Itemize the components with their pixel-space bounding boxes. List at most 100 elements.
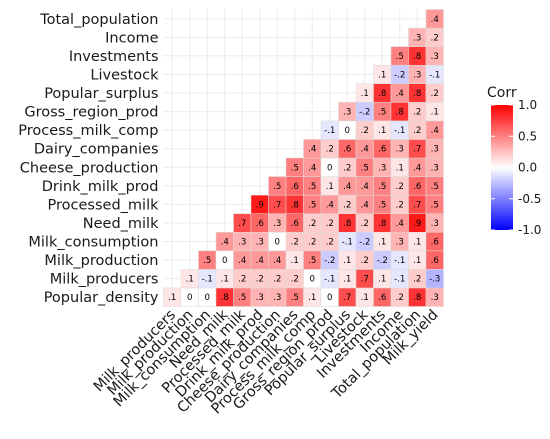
- cell-value-label: .3: [273, 219, 281, 229]
- cell-value-label: .3: [431, 293, 439, 303]
- cell-value-label: -.1: [394, 275, 405, 285]
- legend-colorbar: [491, 105, 513, 230]
- legend-ticks: 1.0 0.5 0.0 -0.5 -1.0: [491, 98, 541, 237]
- color-legend: Corr 1.0 0.5 0.0 -0.5 -1.0: [487, 85, 541, 237]
- cell-value-label: .4: [431, 15, 439, 25]
- legend-tick-label: -1.0: [518, 223, 541, 237]
- cell-value-label: .4: [396, 89, 404, 99]
- cell-value-label: .6: [431, 256, 439, 266]
- cell-value-label: .1: [378, 275, 386, 285]
- cell-value-label: .1: [343, 256, 351, 266]
- heatmap-cell-values: .1 0 0 .8 .5 .3 .3 .5 .1 0 .7 .1 .6 .2 .8 .3 .1 -.1 .1 .2 .2…: [168, 15, 440, 303]
- cell-value-label: .2: [431, 33, 439, 43]
- legend-tick-label: -0.5: [518, 192, 541, 206]
- cell-value-label: -.2: [359, 238, 370, 248]
- cell-value-label: .3: [431, 219, 439, 229]
- legend-tick-label: 0.0: [518, 161, 537, 175]
- cell-value-label: .1: [168, 293, 176, 303]
- cell-value-label: .6: [343, 145, 351, 155]
- y-tick-label: Investments: [69, 49, 159, 65]
- cell-value-label: .3: [343, 108, 351, 118]
- cell-value-label: .3: [238, 238, 246, 248]
- cell-value-label: .3: [256, 293, 264, 303]
- legend-tick-label: 0.5: [518, 129, 537, 143]
- cell-value-label: .1: [378, 70, 386, 80]
- cell-value-label: -.1: [394, 256, 405, 266]
- cell-value-label: .2: [413, 126, 421, 136]
- cell-value-label: .5: [378, 200, 386, 210]
- cell-value-label: .1: [326, 182, 334, 192]
- cell-value-label: .2: [256, 275, 264, 285]
- cell-value-label: .6: [413, 182, 421, 192]
- cell-value-label: .7: [273, 200, 281, 210]
- heatmap-cells: [163, 9, 444, 307]
- cell-value-label: .1: [378, 126, 386, 136]
- cell-value-label: .9: [256, 200, 264, 210]
- cell-value-label: .1: [396, 163, 404, 173]
- cell-value-label: .3: [396, 238, 404, 248]
- cell-value-label: .4: [361, 182, 369, 192]
- cell-value-label: .5: [238, 293, 246, 303]
- cell-value-label: .4: [343, 182, 351, 192]
- cell-value-label: .5: [431, 200, 439, 210]
- cell-value-label: .9: [413, 219, 421, 229]
- y-tick-label: Milk_producers: [50, 272, 159, 288]
- y-tick-label: Drink_milk_prod: [42, 179, 159, 195]
- cell-value-label: 0: [345, 126, 350, 136]
- cell-value-label: .7: [413, 200, 421, 210]
- cell-value-label: .3: [256, 238, 264, 248]
- y-tick-label: Cheese_production: [20, 160, 159, 176]
- cell-value-label: .2: [431, 89, 439, 99]
- cell-value-label: 0: [205, 293, 210, 303]
- cell-value-label: .2: [308, 238, 316, 248]
- cell-value-label: .2: [396, 293, 404, 303]
- cell-value-label: 0: [275, 238, 280, 248]
- cell-value-label: .4: [308, 145, 316, 155]
- cell-value-label: .5: [308, 200, 316, 210]
- cell-value-label: .8: [396, 108, 404, 118]
- y-tick-label: Processed_milk: [48, 197, 160, 213]
- cell-value-label: .2: [291, 238, 299, 248]
- cell-value-label: .4: [238, 256, 246, 266]
- cell-value-label: .2: [343, 163, 351, 173]
- cell-value-label: .1: [361, 89, 369, 99]
- cell-value-label: .5: [308, 256, 316, 266]
- cell-value-label: .8: [413, 89, 421, 99]
- cell-value-label: .2: [291, 275, 299, 285]
- cell-value-label: .1: [343, 275, 351, 285]
- cell-value-label: -.1: [324, 126, 335, 136]
- y-tick-label: Income: [105, 30, 158, 46]
- cell-value-label: .1: [431, 108, 439, 118]
- legend-tick-label: 1.0: [518, 98, 537, 112]
- cell-value-label: 0: [310, 275, 315, 285]
- cell-value-label: .1: [413, 238, 421, 248]
- cell-value-label: .4: [361, 145, 369, 155]
- cell-value-label: .2: [413, 275, 421, 285]
- cell-value-label: .2: [396, 200, 404, 210]
- cell-value-label: .3: [431, 163, 439, 173]
- cell-value-label: .1: [378, 238, 386, 248]
- cell-value-label: -.1: [324, 275, 335, 285]
- cell-value-label: .5: [308, 182, 316, 192]
- cell-value-label: -.2: [377, 256, 388, 266]
- cell-value-label: .3: [413, 70, 421, 80]
- heatmap-cell: [425, 9, 444, 29]
- cell-value-label: .3: [273, 293, 281, 303]
- y-tick-label: Milk_production: [44, 253, 158, 269]
- cell-value-label: .2: [361, 219, 369, 229]
- cell-value-label: .8: [291, 200, 299, 210]
- y-tick-label: Gross_region_prod: [24, 105, 158, 121]
- cell-value-label: .6: [431, 238, 439, 248]
- y-tick-label: Popular_density: [44, 290, 159, 306]
- y-tick-label: Livestock: [90, 67, 159, 83]
- cell-value-label: .4: [396, 219, 404, 229]
- cell-value-label: -.2: [359, 108, 370, 118]
- cell-value-label: .4: [361, 200, 369, 210]
- cell-value-label: .6: [291, 182, 299, 192]
- cell-value-label: .5: [396, 52, 404, 62]
- cell-value-label: .8: [343, 219, 351, 229]
- cell-value-label: -.2: [394, 70, 405, 80]
- cell-value-label: .5: [361, 163, 369, 173]
- cell-value-label: .8: [221, 293, 229, 303]
